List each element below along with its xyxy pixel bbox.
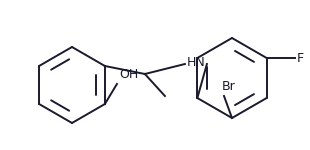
Text: OH: OH	[119, 68, 138, 81]
Text: F: F	[297, 51, 304, 64]
Text: HN: HN	[187, 56, 206, 69]
Text: Br: Br	[222, 80, 236, 93]
